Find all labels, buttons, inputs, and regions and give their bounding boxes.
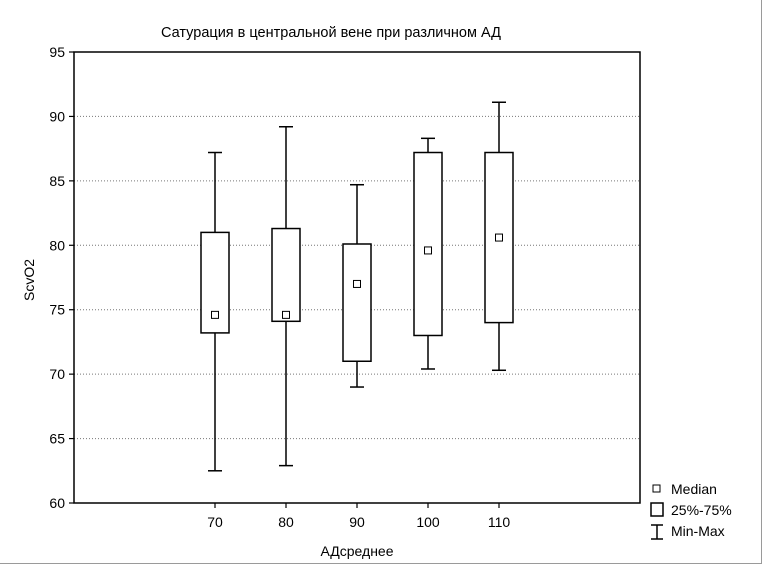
box-group	[271, 125, 301, 467]
quartile-box	[342, 243, 372, 363]
quartile-box	[413, 151, 443, 337]
legend-quartile-swatch	[650, 502, 664, 517]
legend: Median 25%-75% Min-Max	[650, 481, 732, 540]
x-tick-label: 90	[349, 514, 365, 530]
box-group	[200, 151, 230, 472]
median-marker	[424, 246, 432, 255]
x-tick-label: 80	[278, 514, 294, 530]
legend-median-label: Median	[671, 481, 717, 497]
y-tick-label: 60	[49, 495, 65, 511]
legend-minmax-label: Min-Max	[671, 523, 725, 539]
x-tick-labels: 70 80 90 100 110	[207, 503, 510, 530]
legend-median-swatch	[652, 484, 661, 493]
y-axis-label: ScvO2	[21, 259, 37, 301]
x-tick-label: 100	[416, 514, 440, 530]
box-group	[484, 101, 514, 372]
box-group	[342, 183, 372, 388]
legend-minmax-swatch	[651, 524, 663, 540]
y-tick-labels: 60 65 70 75 80 85 90 95	[49, 44, 74, 511]
box-series	[200, 101, 514, 472]
chart-title: Сатурация в центральной вене при различн…	[161, 25, 501, 41]
x-axis-label: АДсреднее	[320, 543, 393, 559]
plot-area-border	[73, 51, 641, 504]
y-tick-label: 80	[49, 237, 65, 253]
median-marker	[282, 310, 290, 319]
x-tick-label: 70	[207, 514, 223, 530]
box-group	[413, 137, 443, 370]
legend-quartile-label: 25%-75%	[671, 502, 732, 518]
median-marker	[353, 279, 361, 288]
y-tick-label: 85	[49, 173, 65, 189]
quartile-box	[271, 227, 301, 323]
x-tick-label: 110	[488, 514, 511, 530]
median-marker	[495, 233, 503, 242]
y-tick-label: 75	[49, 302, 65, 318]
y-tick-label: 65	[49, 431, 65, 447]
median-marker	[211, 310, 219, 319]
y-tick-label: 70	[49, 366, 65, 382]
y-tick-label: 90	[49, 108, 65, 124]
y-tick-label: 95	[49, 44, 65, 60]
